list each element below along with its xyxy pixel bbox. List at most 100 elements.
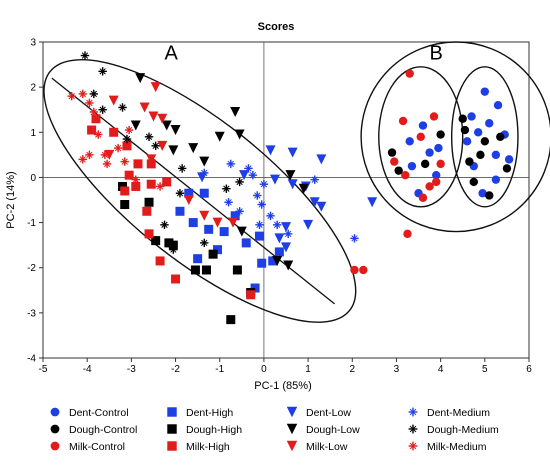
- data-point: [259, 180, 269, 189]
- data-point: [418, 121, 428, 130]
- data-point: [298, 183, 309, 194]
- data-point: [401, 170, 410, 180]
- star-stroke: [256, 221, 263, 228]
- data-point: [493, 101, 503, 110]
- data-point: [214, 131, 225, 142]
- data-point: [144, 132, 154, 141]
- data-point: [310, 175, 319, 184]
- data-point: [250, 283, 260, 293]
- legend-entry: Dent-Control: [50, 407, 129, 419]
- data-point: [122, 134, 132, 144]
- legend-marker: [167, 407, 177, 417]
- data-point: [208, 249, 218, 259]
- data-point: [78, 89, 87, 99]
- data-point: [244, 164, 253, 173]
- data-point: [170, 125, 181, 136]
- data-point: [212, 217, 223, 228]
- data-point: [230, 106, 241, 117]
- data-point: [425, 148, 434, 157]
- data-point: [169, 245, 178, 254]
- data-point: [254, 231, 264, 241]
- data-point: [193, 254, 203, 264]
- series-dough-high: [118, 181, 256, 325]
- data-point: [281, 222, 291, 233]
- data-point: [390, 157, 399, 166]
- data-point: [460, 125, 470, 135]
- series-dent-low: [197, 145, 378, 253]
- data-point: [274, 247, 284, 257]
- star-stroke: [223, 185, 230, 192]
- star-stroke: [126, 126, 133, 134]
- data-point: [248, 170, 258, 180]
- x-tick-label: -3: [127, 364, 136, 375]
- legend-entry: Dent-Medium: [408, 407, 490, 419]
- data-point: [255, 220, 264, 230]
- data-point: [201, 265, 211, 275]
- y-tick-label: -4: [27, 354, 36, 365]
- data-point: [416, 132, 425, 141]
- legend: Dent-Control Dough-Control Milk-Control Den…: [50, 406, 499, 453]
- data-point: [436, 159, 445, 169]
- data-point: [85, 98, 94, 108]
- data-point: [190, 265, 200, 275]
- data-point: [224, 198, 233, 207]
- star-stroke: [201, 239, 208, 247]
- star-stroke: [351, 235, 358, 242]
- y-tick-label: 3: [30, 38, 36, 49]
- data-point: [113, 143, 123, 153]
- star-stroke: [274, 221, 281, 228]
- data-point: [148, 111, 159, 122]
- star-stroke: [176, 190, 184, 197]
- data-point: [405, 137, 414, 146]
- star-stroke: [225, 199, 232, 206]
- ellipse-B-right: [450, 66, 519, 208]
- data-point: [108, 95, 119, 106]
- legend-marker: [408, 424, 418, 434]
- star-stroke: [79, 90, 86, 98]
- data-point: [118, 103, 127, 112]
- legend-label: Dent-High: [186, 407, 233, 419]
- star-stroke: [409, 425, 417, 433]
- legend-label: Dent-Low: [306, 407, 351, 419]
- series-milk-medium: [67, 89, 165, 191]
- legend-marker: [286, 406, 298, 418]
- legend-entry: Milk-Low: [286, 440, 348, 453]
- data-point: [403, 229, 412, 239]
- data-point: [367, 197, 378, 208]
- y-tick-label: -3: [27, 308, 36, 319]
- data-point: [131, 175, 140, 184]
- data-point: [157, 113, 168, 124]
- series-dough-medium: [80, 51, 244, 254]
- data-point: [239, 170, 250, 181]
- legend-marker: [286, 440, 298, 452]
- y-tick-label: -1: [27, 218, 36, 229]
- star-stroke: [121, 158, 128, 165]
- data-point: [102, 159, 112, 169]
- x-tick-label: 3: [394, 364, 400, 375]
- legend-label: Milk-High: [186, 441, 230, 453]
- data-point: [160, 220, 169, 230]
- data-point: [175, 206, 185, 216]
- star-stroke: [245, 165, 252, 172]
- legend-marker: [50, 424, 60, 434]
- data-point: [67, 91, 76, 101]
- data-point: [272, 220, 282, 230]
- panel-label: B: [430, 42, 443, 64]
- data-point: [257, 200, 266, 209]
- data-point: [168, 240, 178, 250]
- data-point: [78, 155, 87, 164]
- ellipse-B-left: [378, 66, 464, 208]
- data-point: [235, 177, 244, 187]
- data-point: [230, 211, 240, 221]
- data-point: [98, 105, 107, 114]
- data-point: [496, 132, 505, 141]
- data-point: [155, 256, 165, 266]
- legend-label: Dough-Medium: [427, 424, 499, 436]
- data-point: [458, 114, 467, 123]
- data-point: [387, 148, 397, 157]
- y-axis-label: PC-2 (14%): [5, 171, 17, 228]
- data-point: [359, 265, 368, 275]
- star-stroke: [99, 68, 106, 75]
